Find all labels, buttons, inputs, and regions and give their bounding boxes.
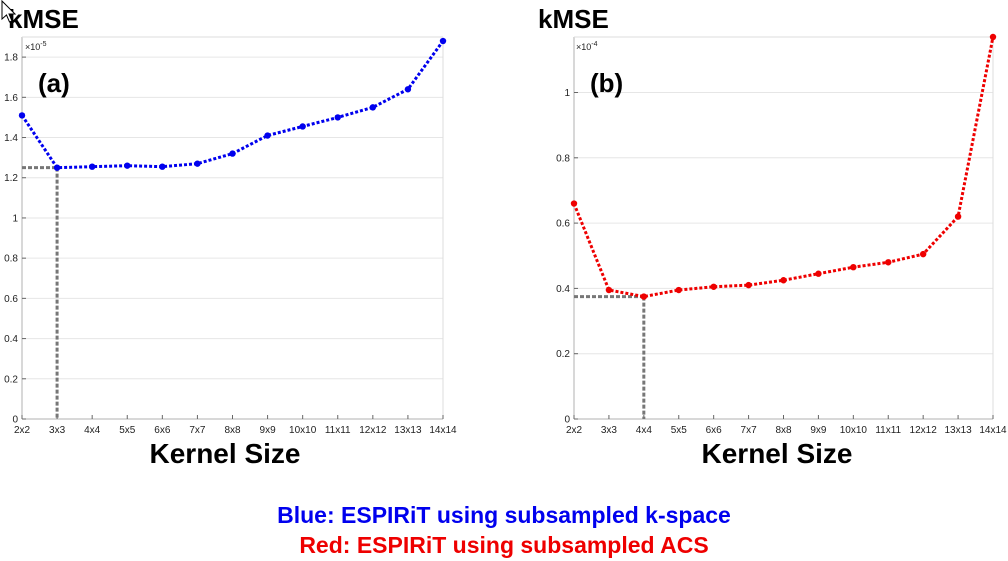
x-tick-label: 4x4 [636, 425, 653, 436]
y-axis-title: kMSE [8, 4, 79, 34]
x-tick-label: 13x13 [944, 425, 972, 436]
x-tick-label: 3x3 [49, 425, 66, 436]
x-tick-label: 2x2 [14, 425, 31, 436]
y-exponent-label: ×10-4 [576, 41, 598, 52]
y-tick-label: 0 [12, 415, 18, 426]
data-point [850, 263, 857, 271]
x-tick-label: 6x6 [154, 425, 171, 436]
x-tick-label: 2x2 [566, 425, 583, 436]
x-tick-label: 9x9 [260, 425, 277, 436]
y-tick-label: 0.4 [4, 334, 18, 345]
x-tick-label: 12x12 [359, 425, 387, 436]
x-tick-label: 7x7 [189, 425, 206, 436]
data-point [605, 286, 613, 294]
y-tick-label: 0.6 [4, 294, 18, 305]
data-point [194, 160, 201, 167]
data-point [570, 200, 578, 207]
data-point [675, 286, 682, 294]
data-point [885, 259, 892, 266]
data-point [229, 150, 236, 157]
data-point [264, 132, 271, 139]
data-point [369, 104, 377, 111]
x-tick-label: 11x11 [325, 425, 351, 436]
legend-blue-caption: Blue: ESPIRiT using subsampled k-space [277, 502, 731, 528]
data-point [989, 33, 997, 41]
y-tick-label: 0.2 [4, 374, 18, 385]
y-exponent-label: ×10-5 [25, 41, 47, 52]
y-tick-label: 1.2 [4, 173, 18, 184]
panel-label: (b) [590, 68, 623, 98]
series-line [20, 40, 445, 170]
x-tick-label: 14x14 [429, 425, 457, 436]
x-tick-label: 5x5 [119, 425, 136, 436]
x-tick-label: 8x8 [775, 425, 792, 436]
x-tick-label: 8x8 [224, 425, 241, 436]
y-tick-label: 0.8 [556, 153, 570, 164]
y-tick-label: 0 [564, 415, 570, 426]
x-tick-label: 11x11 [875, 425, 901, 436]
x-axis-title: Kernel Size [702, 438, 853, 469]
data-point [815, 270, 822, 277]
x-tick-label: 14x14 [979, 425, 1007, 436]
x-tick-label: 3x3 [601, 425, 618, 436]
y-tick-label: 0.4 [556, 284, 570, 295]
chart-panel-a: 0 0.2 0.4 0.6 0.8 1 1.2 1.4 1.6 1.8 2x2 3x3 4x4 5x5 6x… [4, 4, 457, 469]
y-axis-title: kMSE [538, 4, 609, 34]
data-point [159, 163, 166, 170]
mouse-cursor-icon [1, 0, 17, 23]
x-tick-label: 10x10 [289, 425, 317, 436]
data-point [745, 281, 752, 289]
data-point [710, 283, 717, 290]
panel-label: (a) [38, 68, 70, 98]
x-tick-label: 6x6 [706, 425, 723, 436]
y-tick-label: 0.6 [556, 219, 570, 230]
data-point [439, 37, 447, 45]
series-line [572, 36, 995, 299]
x-tick-label: 7x7 [741, 425, 758, 436]
data-point [299, 123, 306, 130]
x-tick-label: 9x9 [810, 425, 827, 436]
data-point [780, 277, 787, 284]
y-tick-label: 1.8 [4, 53, 18, 64]
data-point [954, 213, 962, 220]
x-tick-label: 10x10 [840, 425, 868, 436]
data-point [124, 162, 131, 169]
legend-red-caption: Red: ESPIRiT using subsampled ACS [299, 532, 709, 558]
x-tick-label: 13x13 [394, 425, 422, 436]
y-tick-label: 0.8 [4, 254, 18, 265]
x-tick-label: 5x5 [671, 425, 688, 436]
data-point [53, 164, 61, 171]
data-point [18, 112, 26, 119]
y-tick-label: 1.4 [4, 133, 18, 144]
x-tick-label: 4x4 [84, 425, 101, 436]
data-point [334, 114, 341, 121]
y-tick-label: 1.6 [4, 93, 18, 104]
data-point [640, 293, 648, 300]
y-tick-label: 1 [12, 213, 18, 224]
data-point [404, 86, 412, 93]
x-axis-title: Kernel Size [150, 438, 301, 469]
y-tick-label: 1 [564, 88, 570, 99]
x-tick-label: 12x12 [910, 425, 938, 436]
chart-panel-b: 0 0.2 0.4 0.6 0.8 1 2x2 3x3 4x4 5x5 6x6 7x7 8x8 9x9 10… [538, 4, 1007, 469]
data-point [919, 250, 927, 258]
data-point [88, 163, 96, 170]
y-tick-label: 0.2 [556, 349, 570, 360]
